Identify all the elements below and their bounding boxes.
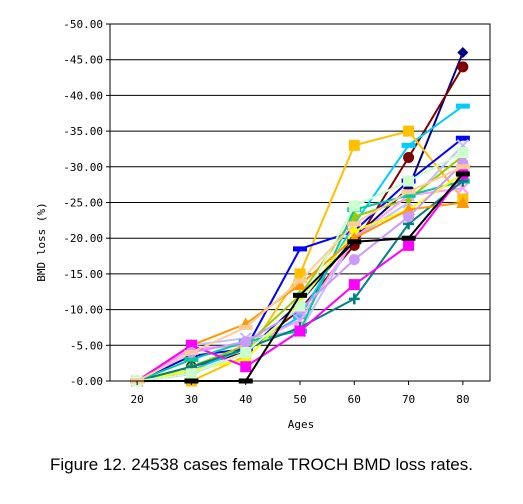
axes: [106, 23, 491, 385]
y-tick-label: -45.00: [63, 54, 103, 67]
data-point: [348, 139, 360, 151]
data-point: [348, 254, 360, 266]
data-point: [185, 339, 197, 351]
x-tick-label: 50: [293, 393, 306, 406]
data-point: [403, 211, 415, 223]
data-point: [347, 221, 362, 227]
data-point: [456, 196, 470, 208]
y-tick-label: -15.00: [63, 268, 103, 281]
data-point: [294, 325, 306, 337]
x-tick-label: 70: [402, 393, 415, 406]
data-point: [240, 336, 252, 348]
data-point: [457, 147, 469, 159]
data-point: [455, 135, 470, 141]
x-axis-title: Ages: [288, 418, 315, 431]
data-point: [401, 235, 416, 241]
x-tick-label: 20: [131, 393, 144, 406]
x-tick-label: 40: [239, 393, 252, 406]
data-point: [348, 225, 360, 237]
y-tick-label: -35.00: [63, 125, 103, 138]
y-tick-label: -50.00: [63, 18, 103, 31]
y-tick-label: -40.00: [63, 89, 103, 102]
data-point: [238, 324, 253, 330]
data-point: [294, 300, 306, 312]
x-tick-label: 60: [348, 393, 361, 406]
data-point: [293, 278, 307, 284]
data-point: [455, 164, 470, 170]
data-point: [401, 192, 416, 198]
data-point: [348, 279, 360, 291]
y-tick-label: -20.00: [63, 232, 103, 245]
x-tick-label: 80: [456, 393, 469, 406]
data-point: [402, 203, 416, 216]
data-point: [403, 175, 415, 187]
data-point: [403, 152, 415, 164]
data-point: [457, 47, 469, 59]
data-point: [457, 61, 469, 73]
y-tick-label: -5.00: [70, 339, 103, 352]
data-point: [293, 292, 307, 298]
data-point: [240, 346, 252, 358]
y-axis-title: BMD loss (%): [35, 202, 48, 281]
data-point: [348, 200, 360, 212]
x-tick-label: 30: [185, 393, 198, 406]
data-point: [184, 349, 199, 355]
data-point: [348, 293, 360, 305]
plot-background: [0, 0, 523, 450]
data-point: [403, 239, 415, 251]
data-point: [185, 368, 197, 380]
data-point: [293, 314, 307, 320]
data-point: [347, 239, 362, 245]
data-point: [294, 268, 306, 280]
data-point: [455, 171, 470, 177]
data-point: [240, 361, 252, 373]
data-point: [403, 125, 415, 137]
y-tick-label: -30.00: [63, 161, 103, 174]
data-point: [401, 142, 416, 148]
tick-labels: -0.00 -5.00 -10.00 -15.00 -20.00 -25.00 -30.00…: [63, 18, 469, 406]
data-point: [455, 103, 470, 109]
data-point: [293, 278, 307, 291]
data-point: [184, 357, 199, 363]
data-point: [293, 246, 307, 252]
bmd-loss-chart: -0.00 -5.00 -10.00 -15.00 -20.00 -25.00 -30.00…: [0, 0, 523, 450]
figure-caption: Figure 12. 24538 cases female TROCH BMD …: [50, 455, 473, 474]
y-tick-label: -0.00: [70, 375, 103, 388]
y-tick-label: -25.00: [63, 197, 103, 210]
y-tick-label: -10.00: [63, 304, 103, 317]
data-point: [401, 189, 416, 195]
